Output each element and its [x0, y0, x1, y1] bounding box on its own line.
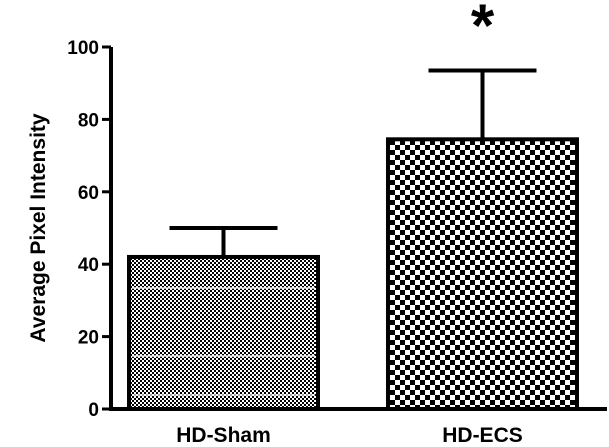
category-labels: HD-Sham HD-ECS: [176, 424, 523, 447]
bar-hd-ecs: [386, 137, 579, 411]
y-tick-label: 100: [67, 38, 99, 59]
y-tick-label: 40: [78, 255, 99, 276]
bar-hd-sham: [127, 254, 320, 411]
category-label: HD-ECS: [442, 424, 523, 447]
y-tick-label: 20: [78, 328, 99, 349]
error-bars: [169, 68, 537, 257]
y-tick-label: 60: [78, 183, 99, 204]
category-label: HD-Sham: [176, 424, 271, 447]
significance-markers: *: [471, 0, 495, 59]
y-tick-label: 0: [88, 400, 99, 421]
y-tick-label: 80: [78, 110, 99, 131]
significance-asterisk: *: [471, 0, 495, 59]
y-axis-title: Average Pixel Intensity: [27, 113, 50, 342]
bars: [127, 137, 579, 411]
y-axis-ticks: 0 20 40 60 80 100: [67, 38, 111, 421]
